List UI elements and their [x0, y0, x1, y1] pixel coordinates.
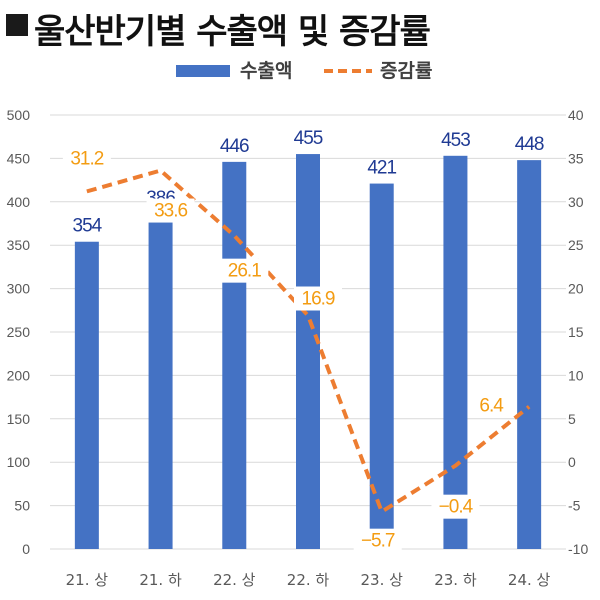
rate-label-box: [220, 258, 269, 283]
rate-value-label: 26.1: [228, 261, 261, 282]
legend-bar-swatch: [176, 65, 230, 77]
bar: [148, 213, 173, 549]
chart-title: 울산반기별 수출액 및 증감률: [34, 12, 431, 52]
rate-value-label: −0.4: [439, 497, 474, 518]
y-right-tick-label: 20: [568, 281, 584, 297]
y-right-tick-label: -5: [568, 498, 581, 514]
y-right-tick-label: 30: [568, 194, 584, 210]
y-right-tick-label: -10: [568, 541, 588, 557]
legend: 수출액 증감률: [0, 58, 600, 84]
rate-label-box: [353, 528, 402, 553]
y-left-tick-label: 300: [7, 281, 31, 297]
y-left-tick-label: 0: [22, 541, 30, 557]
title-square-icon: [6, 14, 28, 36]
rate-value-label: 6.4: [479, 396, 504, 417]
y-left-tick-label: 400: [7, 194, 31, 210]
bar: [443, 155, 468, 549]
bar: [74, 241, 99, 549]
x-tick-label: 23. 하: [434, 571, 477, 589]
rate-label-box: [62, 146, 111, 171]
y-right-tick-label: 0: [568, 454, 576, 470]
bar-value-label: 453: [441, 130, 470, 151]
legend-line-label: 증감률: [380, 60, 433, 82]
rate-value-label: 31.2: [70, 148, 103, 169]
y-right-tick-label: 10: [568, 367, 584, 383]
legend-line-swatch: [324, 69, 372, 73]
x-tick-label: 21. 상: [66, 571, 109, 589]
rate-value-label: 33.6: [154, 201, 187, 222]
rate-value-label: −5.7: [361, 531, 395, 552]
bar: [517, 160, 542, 550]
x-tick-label: 23. 상: [360, 571, 403, 589]
bar-value-label: 448: [515, 134, 544, 155]
y-left-tick-label: 200: [7, 367, 31, 383]
bar-value-label: 354: [73, 216, 103, 237]
x-tick-label: 24. 상: [508, 571, 551, 589]
y-left-tick-label: 100: [7, 454, 31, 470]
x-tick-label: 22. 상: [213, 571, 256, 589]
y-left-tick-label: 350: [7, 237, 31, 253]
rate-label-box: [472, 393, 511, 418]
y-right-tick-label: 15: [568, 324, 584, 340]
y-right-tick-label: 5: [568, 411, 576, 427]
y-right-tick-label: 25: [568, 237, 584, 253]
y-left-tick-label: 500: [7, 107, 31, 123]
bar: [222, 161, 247, 549]
x-tick-label: 21. 하: [139, 571, 182, 589]
rate-label-box: [294, 286, 342, 311]
y-right-tick-label: 35: [568, 150, 584, 166]
y-left-tick-label: 450: [7, 150, 31, 166]
y-right-tick-label: 40: [568, 107, 584, 123]
rate-value-label: 16.9: [302, 289, 335, 310]
legend-bar-label: 수출액: [240, 60, 293, 82]
bar-value-label: 446: [220, 136, 249, 157]
y-left-tick-label: 50: [14, 498, 30, 514]
bar: [296, 154, 320, 549]
y-left-tick-label: 250: [7, 324, 31, 340]
bar-value-label: 455: [294, 128, 323, 149]
title-bar: 울산반기별 수출액 및 증감률: [0, 0, 600, 52]
rate-label-box: [431, 494, 480, 519]
bar-value-label: 421: [367, 158, 396, 179]
x-tick-label: 22. 하: [287, 571, 330, 589]
rate-label-box: [146, 198, 195, 223]
y-left-tick-label: 150: [7, 411, 31, 427]
